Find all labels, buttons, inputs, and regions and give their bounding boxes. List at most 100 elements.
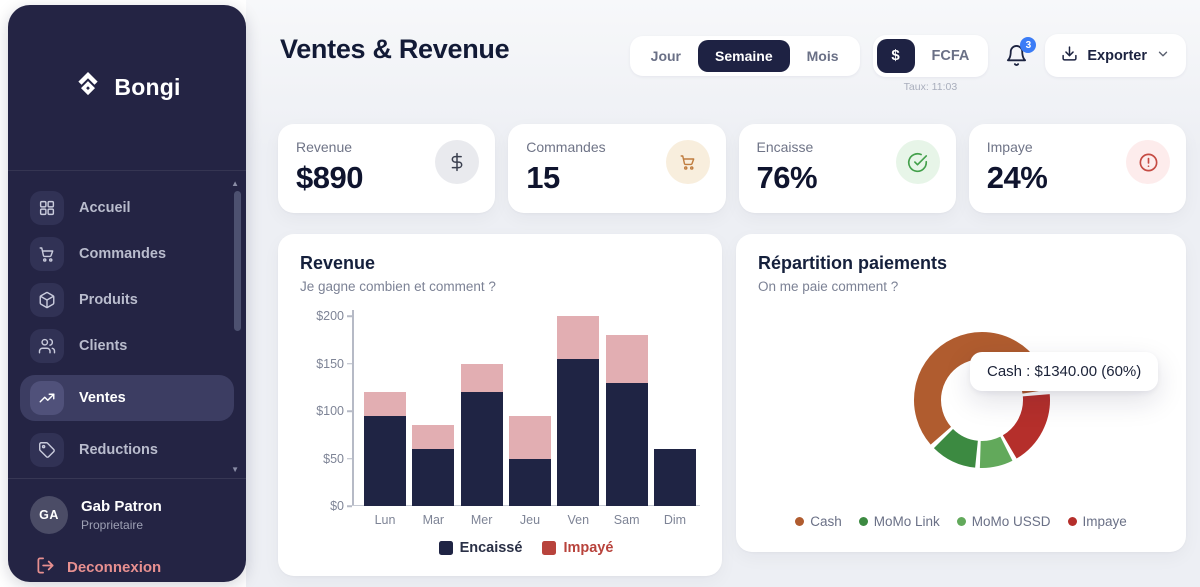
scroll-down-icon[interactable]: ▼ xyxy=(231,465,239,474)
user-profile: GA Gab Patron Proprietaire xyxy=(30,496,228,534)
notification-count-badge: 3 xyxy=(1020,37,1037,53)
revenue-chart-title: Revenue xyxy=(300,253,376,273)
bar-segment-impaye xyxy=(508,415,551,459)
currency-control: $ FCFA Taux: 11:03 xyxy=(872,34,989,93)
donut-slice-momo-ussd[interactable] xyxy=(979,436,1013,468)
logout-icon xyxy=(36,556,55,579)
sidebar-item-clients[interactable]: Clients xyxy=(30,329,228,363)
donut-slice-momo-link[interactable] xyxy=(933,428,979,468)
currency-code-button[interactable]: FCFA xyxy=(917,48,985,64)
bar-mer[interactable] xyxy=(460,363,503,506)
charts-row: Revenue Je gagne combien et comment ? xyxy=(278,234,1186,576)
user-role: Proprietaire xyxy=(81,518,144,532)
donut-tooltip: Cash : $1340.00 (60%) xyxy=(970,352,1159,391)
sidebar-scrollbar-thumb[interactable] xyxy=(234,191,241,331)
brand-name: Bongi xyxy=(114,74,181,100)
scroll-up-icon[interactable]: ▲ xyxy=(231,179,239,188)
stat-value: 24% xyxy=(986,160,1048,195)
export-label: Exporter xyxy=(1087,47,1147,64)
payments-chart-title: Répartition paiements xyxy=(758,253,948,273)
users-icon xyxy=(30,329,64,363)
x-axis-label: Ven xyxy=(567,513,590,527)
bar-segment-impaye xyxy=(412,425,455,449)
legend-item-momo-ussd[interactable]: MoMo USSD xyxy=(956,514,1051,529)
sidebar-item-accueil[interactable]: Accueil xyxy=(30,191,228,225)
stat-label: Commandes xyxy=(526,139,606,155)
stat-card-encaisse: Encaisse 76% xyxy=(738,124,956,213)
bar-jeu[interactable] xyxy=(508,415,551,506)
stat-card-revenue: Revenue $890 xyxy=(278,124,496,213)
bar-segment-impaye xyxy=(557,316,600,359)
x-axis-label: Mer xyxy=(470,513,493,527)
sidebar-item-reductions[interactable]: Reductions xyxy=(30,433,228,467)
cart-icon xyxy=(30,237,64,271)
legend-item-encaissé[interactable]: Encaissé xyxy=(438,540,522,556)
dollar-icon xyxy=(435,140,480,184)
sidebar: Bongi ▲ ▼ Accueil Commandes Produits Cli… xyxy=(8,5,246,582)
bar-mar[interactable] xyxy=(412,425,455,506)
legend-item-impayé[interactable]: Impayé xyxy=(542,540,613,556)
revenue-chart-subtitle: Je gagne combien et comment ? xyxy=(300,279,496,294)
stat-label: Impaye xyxy=(986,139,1033,155)
legend-item-cash[interactable]: Cash xyxy=(795,514,842,529)
download-icon xyxy=(1061,45,1078,66)
user-name: Gab Patron xyxy=(81,498,162,515)
trend-icon xyxy=(30,381,64,415)
sidebar-item-produits[interactable]: Produits xyxy=(30,283,228,317)
bar-chart: $0 $50 $100 $150 $200 Lun Mar Mer Jeu Ven Sam Dim … xyxy=(300,309,700,556)
x-axis-label: Dim xyxy=(663,513,687,527)
stat-value: 76% xyxy=(756,160,818,195)
stat-label: Encaisse xyxy=(756,139,814,155)
period-tab-jour[interactable]: Jour xyxy=(634,40,698,72)
page-header: Ventes & Revenue Jour Semaine Mois $ FCFA … xyxy=(278,34,1186,93)
bar-lun[interactable] xyxy=(364,392,406,506)
legend-item-impaye[interactable]: Impaye xyxy=(1067,514,1127,529)
box-icon xyxy=(30,283,64,317)
bar-dim[interactable] xyxy=(653,449,696,506)
export-button[interactable]: Exporter xyxy=(1045,34,1186,77)
stat-label: Revenue xyxy=(296,139,353,155)
logout-button[interactable]: Deconnexion xyxy=(30,556,228,579)
logout-label: Deconnexion xyxy=(67,559,162,576)
bar-segment-encaisse xyxy=(605,382,648,506)
bar-segment-impaye xyxy=(605,335,648,383)
payments-chart-subtitle: On me paie comment ? xyxy=(758,279,899,294)
bar-segment-impaye xyxy=(364,392,406,416)
chevron-down-icon xyxy=(1156,47,1170,65)
legend-item-momo-link[interactable]: MoMo Link xyxy=(858,514,940,529)
bell-icon xyxy=(1005,44,1028,67)
sidebar-item-commandes[interactable]: Commandes xyxy=(30,237,228,271)
period-tab-mois[interactable]: Mois xyxy=(790,40,856,72)
page-title: Ventes & Revenue xyxy=(280,34,510,64)
donut-legend: Cash MoMo Link MoMo USSD Impaye xyxy=(758,514,1164,529)
donut-slice-impaye[interactable] xyxy=(1002,394,1050,459)
sidebar-item-ventes[interactable]: Ventes xyxy=(20,375,234,421)
bar-segment-encaisse xyxy=(460,392,503,506)
bar-segment-encaisse xyxy=(653,449,696,506)
grid-icon xyxy=(30,191,64,225)
stat-value: 15 xyxy=(526,160,560,195)
currency-symbol-button[interactable]: $ xyxy=(876,38,915,73)
exchange-rate-note: Taux: 11:03 xyxy=(903,80,958,93)
stat-card-commandes: Commandes 15 xyxy=(508,124,726,213)
check-circle-icon xyxy=(895,140,940,184)
period-tab-semaine[interactable]: Semaine xyxy=(698,39,790,72)
stat-card-impaye: Impaye 24% xyxy=(968,124,1186,213)
x-axis-label: Lun xyxy=(374,513,396,527)
bar-segment-encaisse xyxy=(412,449,455,506)
bongi-diamond-icon xyxy=(73,70,103,105)
main-area: Ventes & Revenue Jour Semaine Mois $ FCFA … xyxy=(246,0,1200,587)
alert-circle-icon xyxy=(1126,140,1170,184)
donut-svg xyxy=(914,332,1050,468)
stat-value: $890 xyxy=(296,160,363,195)
notifications-button[interactable]: 3 xyxy=(1005,37,1037,67)
sidebar-nav: ▲ ▼ Accueil Commandes Produits Clients V… xyxy=(8,171,246,478)
bar-sam[interactable] xyxy=(605,335,648,506)
period-segmented-control: Jour Semaine Mois xyxy=(629,35,860,76)
revenue-chart-card: Revenue Je gagne combien et comment ? xyxy=(278,234,722,576)
bar-ven[interactable] xyxy=(557,316,600,506)
bar-segment-encaisse xyxy=(364,415,406,506)
y-axis-line xyxy=(352,310,354,506)
x-axis-label: Sam xyxy=(613,513,640,527)
tag-icon xyxy=(30,433,64,467)
